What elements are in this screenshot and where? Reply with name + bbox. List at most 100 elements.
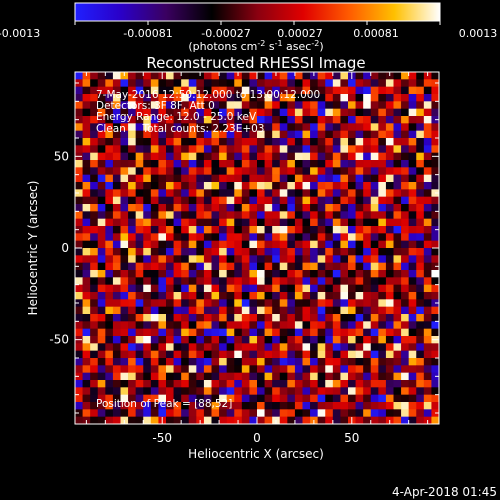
heatmap-cell (272, 380, 281, 388)
heatmap-cell (105, 145, 114, 153)
heatmap-cell (203, 314, 212, 322)
heatmap-cell (234, 292, 243, 300)
heatmap-cell (173, 182, 182, 190)
heatmap-cell (317, 138, 326, 146)
heatmap-cell (279, 138, 288, 146)
heatmap-cell (226, 145, 235, 153)
heatmap-cell (348, 94, 356, 102)
heatmap-cell (287, 152, 296, 161)
heatmap-cell (423, 314, 432, 322)
heatmap-cell (317, 255, 326, 263)
heatmap-cell (188, 130, 197, 139)
heatmap-cell (75, 130, 83, 139)
heatmap-cell (264, 138, 273, 146)
heatmap-cell (257, 402, 265, 410)
heatmap-cell (279, 79, 288, 87)
heatmap-cell (211, 314, 220, 322)
heatmap-cell (302, 211, 311, 219)
heatmap-cell (332, 152, 341, 161)
heatmap-cell (317, 343, 326, 351)
heatmap-cell (416, 284, 425, 293)
heatmap-cell (249, 394, 258, 403)
heatmap-cell (385, 211, 394, 219)
heatmap-cell (355, 306, 364, 315)
heatmap-cell (105, 204, 114, 212)
heatmap-cell (370, 123, 379, 131)
heatmap-cell (226, 123, 235, 131)
heatmap-cell (219, 174, 227, 183)
colorbar-tick-label: -0.00027 (201, 27, 250, 40)
heatmap-cell (90, 226, 99, 234)
heatmap-cell (279, 314, 288, 322)
heatmap-cell (279, 152, 288, 161)
heatmap-cell (150, 240, 159, 249)
heatmap-cell (97, 321, 106, 329)
heatmap-cell (363, 380, 372, 388)
heatmap-cell (203, 240, 212, 249)
heatmap-cell (211, 218, 220, 227)
heatmap-cell (310, 145, 318, 153)
heatmap-cell (112, 123, 121, 131)
heatmap-cell (181, 365, 190, 373)
heatmap-cell (203, 167, 212, 175)
heatmap-cell (431, 343, 440, 351)
heatmap-cell (249, 94, 258, 102)
heatmap-cell (348, 270, 356, 278)
heatmap-cell (120, 387, 129, 395)
heatmap-cell (385, 409, 394, 417)
heatmap-cell (423, 189, 432, 197)
heatmap-cell (135, 292, 144, 300)
x-tick-label: 0 (253, 431, 261, 445)
heatmap-cell (401, 343, 409, 351)
heatmap-cell (317, 299, 326, 307)
heatmap-cell (219, 94, 227, 102)
heatmap-cell (241, 416, 250, 425)
heatmap-cell (150, 79, 159, 87)
heatmap-cell (257, 416, 265, 425)
heatmap-cell (188, 262, 197, 271)
heatmap-cell (272, 409, 281, 417)
heatmap-cell (355, 182, 364, 190)
heatmap-cell (317, 372, 326, 381)
y-tick-label: 0 (61, 241, 69, 255)
heatmap-cell (82, 145, 91, 153)
heatmap-cell (408, 145, 417, 153)
heatmap-cell (423, 248, 432, 256)
heatmap-cell (408, 387, 417, 395)
heatmap-cell (408, 189, 417, 197)
heatmap-cell (363, 365, 372, 373)
heatmap-cell (431, 292, 440, 300)
heatmap-cell (393, 270, 402, 278)
heatmap-cell (287, 350, 296, 359)
heatmap-cell (370, 189, 379, 197)
heatmap-cell (241, 277, 250, 285)
y-axis-ticks: 500-50 (49, 82, 439, 414)
heatmap-cell (150, 350, 159, 359)
heatmap-cell (279, 196, 288, 205)
heatmap-cell (370, 255, 379, 263)
heatmap-cell (355, 79, 364, 87)
heatmap-cell (257, 365, 265, 373)
heatmap-cell (249, 306, 258, 315)
heatmap-cell (401, 174, 409, 183)
heatmap-cell (143, 416, 152, 425)
heatmap-cell (211, 372, 220, 381)
heatmap-cell (196, 299, 205, 307)
heatmap-cell (128, 372, 136, 381)
heatmap-cell (143, 196, 152, 205)
heatmap-cell (135, 365, 144, 373)
heatmap-cell (340, 167, 349, 175)
heatmap-cell (135, 79, 144, 87)
heatmap-cell (355, 233, 364, 241)
heatmap-cell (287, 328, 296, 337)
heatmap-cell (75, 108, 83, 117)
heatmap-cell (310, 336, 318, 344)
heatmap-cell (408, 79, 417, 87)
heatmap-cell (355, 299, 364, 307)
heatmap-cell (279, 343, 288, 351)
heatmap-cell (82, 358, 91, 366)
heatmap-cell (188, 79, 197, 87)
heatmap-cell (226, 350, 235, 359)
heatmap-cell (105, 277, 114, 285)
heatmap-cell (416, 123, 425, 131)
